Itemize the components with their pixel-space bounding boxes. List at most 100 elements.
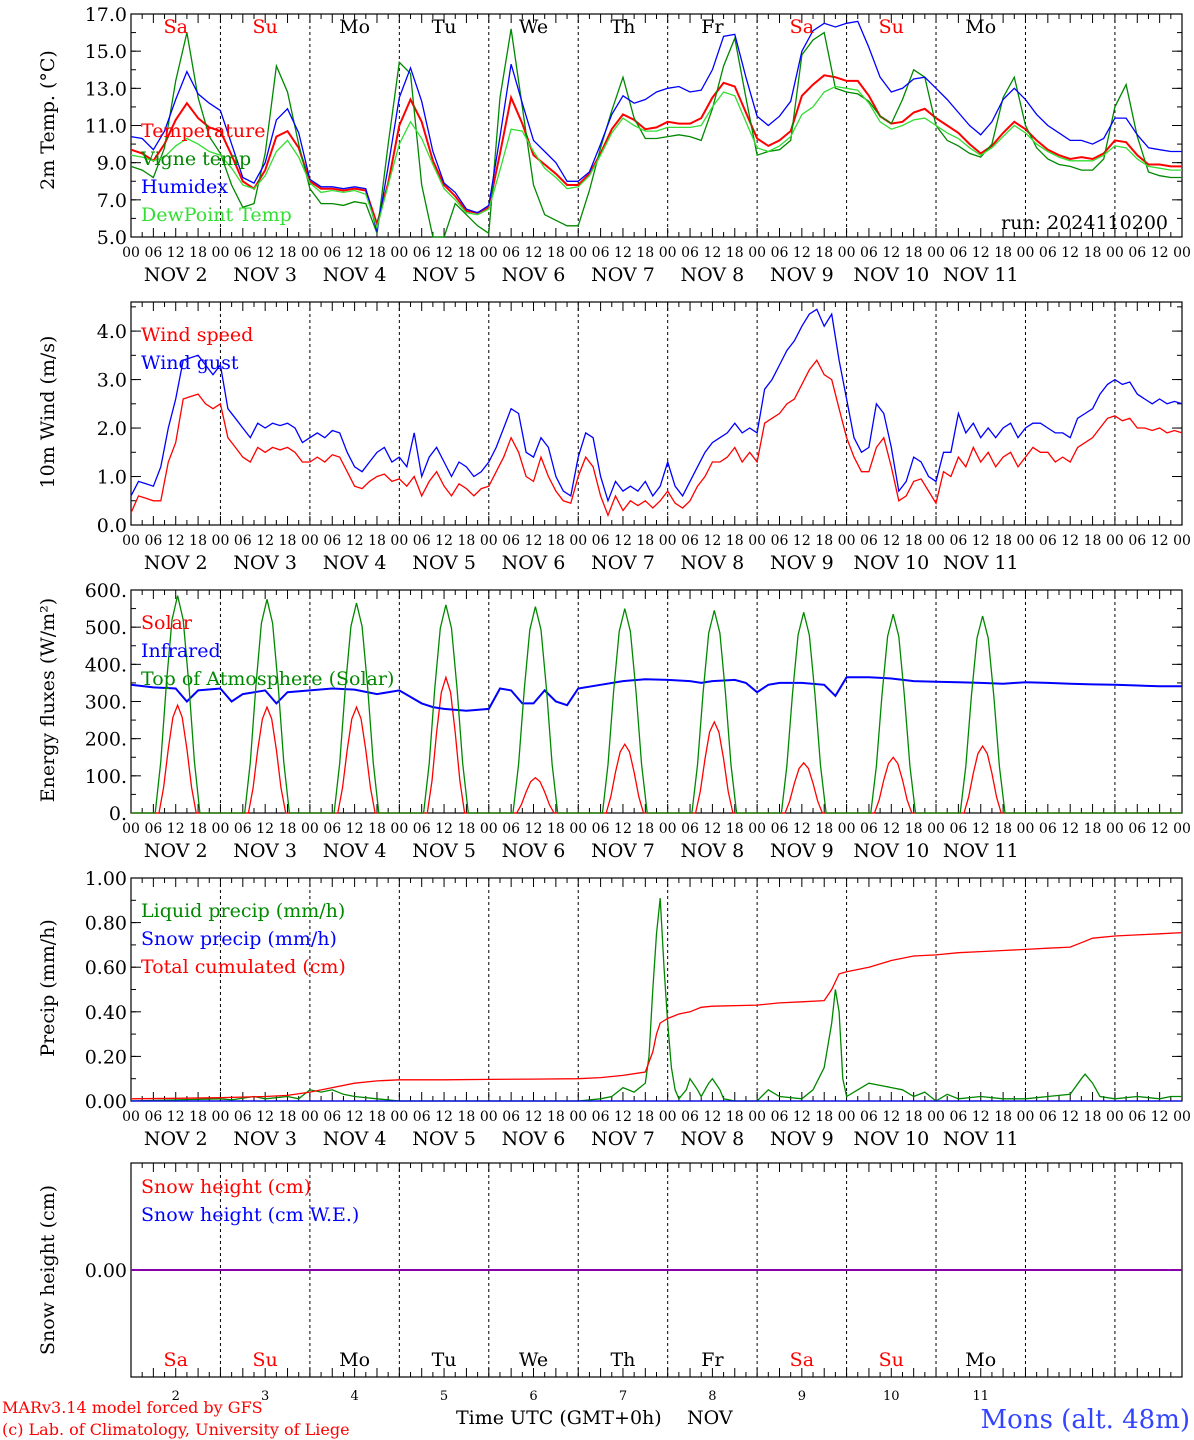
- hour-tick-label: 18: [726, 533, 744, 549]
- date-label: NOV 8: [681, 264, 745, 286]
- hour-tick-label: 00: [569, 245, 587, 261]
- hour-tick-label: 12: [972, 533, 990, 549]
- hour-tick-label: 12: [525, 1109, 543, 1125]
- date-label: NOV 2: [144, 552, 208, 574]
- date-label: NOV 6: [502, 1128, 566, 1150]
- hour-tick-label: 12: [1061, 821, 1079, 837]
- date-label: NOV 10: [853, 264, 929, 286]
- hour-tick-label: 00: [390, 245, 408, 261]
- date-label: NOV 3: [233, 1128, 297, 1150]
- day-name-top: Mo: [339, 16, 370, 38]
- hour-tick-label: 18: [458, 533, 476, 549]
- day-name-top: Fr: [701, 16, 724, 38]
- y-tick-label: 9.0: [97, 153, 127, 175]
- hour-tick-label: 00: [480, 821, 498, 837]
- day-name-top: Su: [879, 16, 904, 38]
- panel-1: 5.0 7.0 9.0 11.0 13.0 15.0 17.0 2m Temp. (°C) Te…: [37, 4, 1191, 286]
- hour-tick-label: 00: [927, 245, 945, 261]
- hour-tick-label: 06: [592, 821, 610, 837]
- y-tick-label: 600.: [85, 580, 127, 602]
- hour-tick-label: 00: [927, 1109, 945, 1125]
- date-label: NOV 6: [502, 264, 566, 286]
- hour-tick-label: 06: [413, 821, 431, 837]
- hour-tick-label: 06: [1128, 533, 1146, 549]
- hour-tick-label: 06: [771, 821, 789, 837]
- hour-tick-label: 18: [547, 245, 565, 261]
- date-label: NOV 11: [943, 264, 1019, 286]
- legend-entry: Humidex: [141, 176, 228, 198]
- bottom-day-number: 8: [708, 1389, 716, 1404]
- y-tick-label: 0.0: [97, 515, 127, 537]
- hour-tick-label: 18: [994, 821, 1012, 837]
- hour-tick-label: 00: [390, 533, 408, 549]
- date-label: NOV 2: [144, 840, 208, 862]
- hour-tick-label: 12: [1151, 1109, 1169, 1125]
- hour-tick-label: 00: [301, 245, 319, 261]
- hour-tick-label: 06: [323, 821, 341, 837]
- date-label: NOV 4: [323, 840, 387, 862]
- hour-tick-label: 12: [972, 821, 990, 837]
- hour-tick-label: 12: [167, 1109, 185, 1125]
- hour-tick-label: 06: [234, 533, 252, 549]
- hour-tick-label: 06: [323, 1109, 341, 1125]
- date-label: NOV 5: [412, 1128, 476, 1150]
- hour-tick-label: 18: [815, 533, 833, 549]
- date-label: NOV 2: [144, 1128, 208, 1150]
- hour-tick-label: 12: [614, 821, 632, 837]
- hour-tick-label: 12: [435, 533, 453, 549]
- hour-tick-label: 18: [1084, 245, 1102, 261]
- hour-tick-label: 06: [681, 821, 699, 837]
- hour-tick-label: 00: [1017, 821, 1035, 837]
- hour-tick-label: 18: [189, 821, 207, 837]
- series-line: [130, 358, 1183, 518]
- hour-tick-label: 12: [1061, 245, 1079, 261]
- hour-tick-label: 18: [189, 1109, 207, 1125]
- plot-frame: [130, 589, 1183, 814]
- hour-tick-label: 06: [771, 245, 789, 261]
- hour-tick-label: 06: [234, 1109, 252, 1125]
- hour-tick-label: 18: [905, 533, 923, 549]
- y-tick-label: 300.: [85, 692, 127, 714]
- date-label: NOV 5: [412, 264, 476, 286]
- y-axis-label: Precip (mm/h): [37, 919, 59, 1057]
- y-tick-label: 400.: [85, 654, 127, 676]
- hour-tick-label: 06: [949, 533, 967, 549]
- hour-tick-label: 12: [256, 1109, 274, 1125]
- lab-credit: (c) Lab. of Climatology, University of L…: [2, 1420, 350, 1439]
- hour-tick-label: 06: [413, 533, 431, 549]
- hour-tick-label: 00: [1173, 533, 1191, 549]
- bottom-day-number: 9: [798, 1389, 806, 1404]
- hour-tick-label: 18: [189, 245, 207, 261]
- hour-tick-label: 18: [636, 245, 654, 261]
- date-label: NOV 11: [943, 840, 1019, 862]
- hour-tick-label: 18: [547, 533, 565, 549]
- hour-tick-label: 12: [972, 1109, 990, 1125]
- hour-tick-label: 06: [1128, 1109, 1146, 1125]
- hour-tick-label: 00: [301, 821, 319, 837]
- bottom-day-number: 4: [350, 1389, 358, 1404]
- hour-tick-label: 12: [703, 821, 721, 837]
- hour-tick-label: 06: [502, 245, 520, 261]
- hour-tick-label: 06: [502, 821, 520, 837]
- hour-tick-label: 00: [838, 821, 856, 837]
- hour-tick-label: 18: [368, 533, 386, 549]
- y-tick-label: 100.: [85, 766, 127, 788]
- hour-tick-label: 12: [346, 245, 364, 261]
- hour-tick-label: 00: [390, 821, 408, 837]
- hour-tick-label: 18: [279, 1109, 297, 1125]
- series-line: [130, 898, 1182, 1102]
- y-tick-label: 0.00: [85, 1091, 127, 1113]
- hour-tick-label: 00: [122, 1109, 140, 1125]
- y-tick-label: 0.: [109, 803, 127, 825]
- hour-tick-label: 12: [167, 821, 185, 837]
- legend-entry: Snow precip (mm/h): [141, 928, 337, 950]
- hour-tick-label: 12: [703, 1109, 721, 1125]
- hour-tick-label: 06: [860, 1109, 878, 1125]
- hour-tick-label: 06: [681, 1109, 699, 1125]
- hour-tick-label: 12: [614, 1109, 632, 1125]
- hour-tick-label: 06: [1039, 245, 1057, 261]
- y-tick-label: 11.0: [85, 116, 127, 138]
- hour-tick-label: 00: [1173, 1109, 1191, 1125]
- hour-tick-label: 06: [860, 245, 878, 261]
- date-label: NOV 10: [853, 840, 929, 862]
